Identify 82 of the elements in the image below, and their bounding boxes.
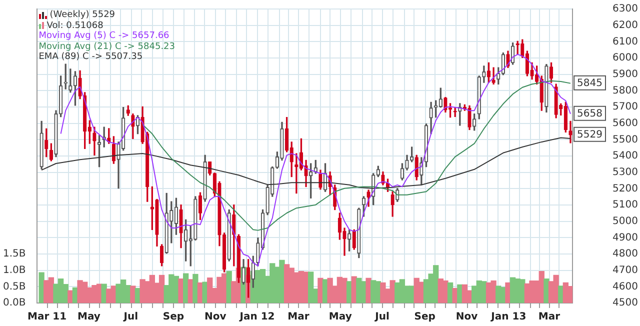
x-tick-label: Mar bbox=[538, 312, 560, 323]
y2-tick-label: 0.5B bbox=[3, 281, 26, 292]
candlestick bbox=[496, 67, 500, 84]
legend-label: (Weekly) 5529 bbox=[50, 10, 116, 20]
y-tick-label: 5100 bbox=[612, 200, 638, 211]
y-tick-label: 6000 bbox=[612, 52, 638, 64]
y-tick-label: 6200 bbox=[612, 20, 638, 31]
candlestick bbox=[549, 62, 554, 83]
candlestick bbox=[97, 135, 102, 168]
y-tick-label: 4800 bbox=[612, 248, 638, 260]
y-tick-label: 5400 bbox=[612, 150, 638, 162]
candlestick bbox=[126, 105, 130, 116]
text: Moving Avg (21) C -> 5845.23 bbox=[38, 42, 176, 52]
bar bbox=[447, 282, 454, 303]
x-tick-label: Sep bbox=[162, 312, 184, 323]
candlestick bbox=[472, 114, 476, 131]
candlestick bbox=[194, 196, 198, 240]
x-tick-label: Mar bbox=[288, 312, 310, 323]
y-tick-label: 5900 bbox=[612, 68, 638, 80]
candlestick bbox=[179, 204, 183, 248]
candlestick bbox=[131, 114, 135, 140]
y-tick-label: 5200 bbox=[612, 183, 638, 194]
candlestick bbox=[73, 71, 78, 106]
legend-label: Vol: 0.51068 bbox=[46, 20, 104, 31]
annotation: 5529 bbox=[577, 130, 602, 141]
candlestick bbox=[203, 154, 207, 202]
candlestick bbox=[568, 120, 572, 144]
x-tick-label: Mar 11 bbox=[28, 312, 67, 323]
x-tick-label: Jan 13 bbox=[490, 312, 526, 323]
y-tick-label: 5000 bbox=[612, 216, 638, 227]
y-tick-label: 5500 bbox=[612, 134, 638, 146]
bar bbox=[207, 278, 213, 303]
candlestick bbox=[44, 128, 48, 158]
candlestick bbox=[482, 66, 486, 83]
x-tick-label: Jul bbox=[122, 312, 138, 323]
candlestick bbox=[107, 128, 111, 144]
y-tick-label: 5800 bbox=[612, 85, 638, 96]
candlestick bbox=[564, 102, 568, 132]
candlestick bbox=[155, 198, 159, 246]
y-tick-label: 4900 bbox=[612, 232, 638, 244]
candlestick bbox=[318, 170, 322, 190]
candlestick bbox=[49, 143, 54, 162]
x-tick-label: Nov bbox=[456, 312, 478, 323]
y-tick-label: 5600 bbox=[612, 118, 638, 129]
candlestick bbox=[140, 106, 144, 144]
y-tick-label: 6100 bbox=[612, 36, 638, 48]
candlestick bbox=[492, 67, 496, 84]
y-tick-label: 6300 bbox=[612, 4, 638, 15]
bar bbox=[308, 272, 314, 303]
x-tick-label: May bbox=[78, 312, 101, 323]
candlestick bbox=[347, 229, 352, 252]
text: Moving Avg (5) C -> 5657.66 bbox=[38, 31, 170, 42]
y-tick-label: 4500 bbox=[612, 298, 638, 309]
y-tick-label: 5300 bbox=[612, 166, 638, 178]
x-tick-label: Jul bbox=[374, 312, 390, 323]
candlestick bbox=[366, 190, 370, 207]
candlestick bbox=[544, 64, 548, 113]
y2-tick-label: 1.0B bbox=[3, 264, 26, 276]
y-tick-label: 5700 bbox=[612, 102, 638, 113]
candlestick bbox=[338, 212, 342, 240]
annotation: 5845 bbox=[577, 78, 602, 89]
y-tick-label: 4700 bbox=[612, 264, 638, 276]
y-tick-label: 4600 bbox=[612, 281, 638, 292]
candlestick bbox=[357, 208, 361, 258]
candlestick bbox=[266, 184, 270, 216]
x-tick-label: Jan 12 bbox=[238, 312, 275, 323]
candlestick bbox=[429, 102, 433, 134]
x-tick-label: Sep bbox=[414, 312, 436, 323]
candlestick bbox=[198, 192, 202, 220]
y2-tick-label: 0.0B bbox=[3, 298, 26, 309]
candlestick bbox=[554, 84, 558, 118]
candlestick bbox=[486, 62, 491, 83]
candlestick bbox=[453, 106, 457, 117]
candlestick bbox=[434, 100, 438, 118]
y2-tick-label: 1.5B bbox=[3, 248, 26, 260]
candlestick bbox=[438, 88, 442, 108]
text: EMA (89) C -> 5507.35 bbox=[38, 52, 143, 62]
candlestick bbox=[40, 120, 44, 170]
x-tick-label: May bbox=[328, 312, 352, 323]
x-tick-label: Nov bbox=[204, 312, 227, 323]
bar bbox=[496, 286, 502, 303]
annotation: 5658 bbox=[577, 108, 602, 120]
